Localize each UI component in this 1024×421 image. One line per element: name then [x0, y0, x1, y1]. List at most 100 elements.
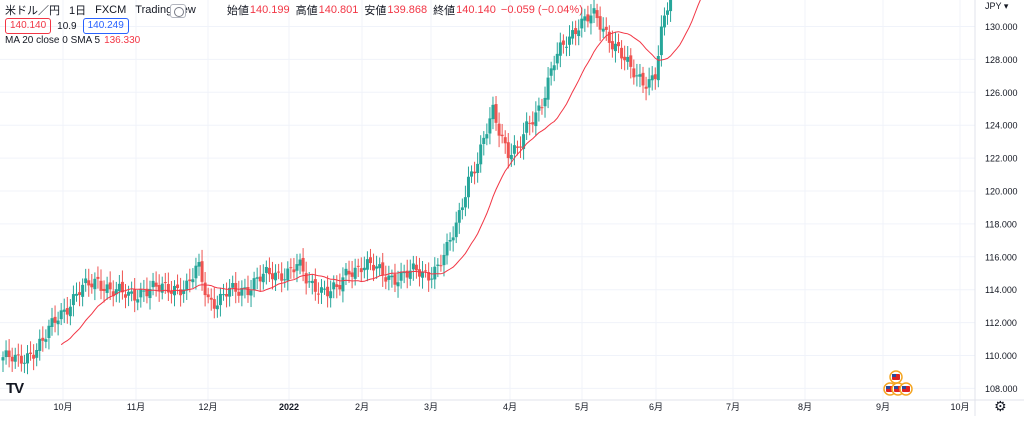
ohlc-low-value: 139.868	[387, 4, 428, 16]
x-tick-label: 11月	[127, 402, 145, 412]
y-tick-label: 108.000	[985, 384, 1018, 394]
candle-body	[353, 267, 357, 279]
candle-body	[237, 291, 241, 296]
candle-body	[485, 134, 489, 139]
candle-body	[117, 283, 121, 292]
y-tick-label: 116.000	[985, 252, 1017, 262]
tradingview-logo-icon[interactable]: TV	[6, 380, 24, 397]
candle-body	[623, 56, 627, 61]
candle-body	[344, 268, 348, 276]
candle-body	[598, 16, 602, 30]
candle-body	[191, 279, 195, 283]
candle-body	[255, 277, 259, 279]
ma-indicator-label[interactable]: MA 20 close 0 SMA 5	[5, 35, 101, 46]
candle-body	[549, 68, 553, 76]
candle-body	[359, 268, 363, 273]
candle-body	[267, 267, 271, 275]
candle-body	[295, 264, 299, 271]
legend-symbol[interactable]: 米ドル／円	[5, 5, 60, 17]
candle-body	[350, 272, 354, 277]
ohlc-open-key: 始値	[226, 5, 249, 17]
ohlc-high-value: 140.801	[318, 4, 359, 16]
candle-body	[433, 266, 437, 280]
candle-body	[543, 97, 547, 107]
legend-source: FXCM	[95, 4, 127, 16]
candle-body	[176, 284, 180, 289]
candle-body	[136, 299, 140, 303]
candle-body	[35, 349, 39, 358]
legend-interval[interactable]: 1日	[69, 5, 87, 17]
candle-body	[283, 279, 287, 281]
candle-body	[421, 271, 425, 278]
candle-body	[384, 277, 388, 282]
y-tick-label: 128.000	[985, 55, 1018, 65]
candle-body	[666, 10, 670, 15]
x-tick-label: 4月	[503, 402, 517, 412]
candle-body	[390, 275, 394, 278]
currency-label[interactable]: JPY ▾	[985, 1, 1009, 11]
candle-body	[151, 280, 155, 288]
candle-body	[650, 75, 654, 81]
candle-body	[620, 47, 624, 59]
candle-body	[188, 279, 192, 282]
candle-body	[466, 176, 470, 198]
candle-body	[571, 30, 575, 39]
candle-body	[102, 288, 106, 291]
x-tick-label: 2月	[355, 402, 369, 412]
candle-body	[47, 325, 51, 339]
candle-body	[408, 270, 412, 279]
candle-body	[145, 288, 149, 297]
candle-body	[580, 18, 584, 29]
candle-body	[647, 79, 651, 88]
candle-body	[32, 354, 36, 359]
hide-legend-button[interactable]	[170, 4, 186, 18]
candle-body	[512, 145, 516, 154]
candle-body	[19, 355, 23, 364]
us-flag-event-icon	[894, 386, 898, 389]
candle-body	[133, 289, 137, 301]
candle-body	[537, 105, 541, 111]
candle-body	[604, 26, 608, 30]
y-tick-label: 110.000	[985, 351, 1017, 361]
candle-body	[610, 41, 614, 50]
candle-body	[316, 293, 320, 295]
gear-icon[interactable]: ⚙	[994, 398, 1007, 414]
candle-body	[613, 43, 617, 52]
candle-body	[540, 107, 544, 109]
candle-body	[258, 276, 262, 282]
candle-body	[632, 68, 636, 78]
candle-body	[500, 134, 504, 137]
legend-symbol-row: 米ドル／円 1日 FXCM TradingView 始値 140.199 高値 …	[5, 2, 583, 18]
buy-button[interactable]: 140.249	[82, 18, 129, 34]
candle-body	[607, 31, 611, 43]
candle-body	[41, 337, 45, 341]
candle-body	[601, 28, 605, 32]
x-tick-label: 9月	[876, 402, 890, 412]
candle-body	[218, 293, 222, 306]
us-flag-event-icon	[902, 386, 906, 389]
candle-body	[323, 288, 327, 290]
candle-body	[356, 265, 360, 267]
candle-body	[365, 259, 369, 270]
candle-body	[301, 257, 305, 272]
candle-body	[93, 278, 97, 290]
candle-body	[56, 320, 60, 325]
candle-body	[252, 278, 256, 290]
sell-button[interactable]: 140.140	[5, 18, 52, 34]
candle-body	[460, 207, 464, 211]
candle-body	[635, 75, 639, 77]
candle-body	[583, 16, 587, 21]
candle-body	[509, 154, 513, 160]
indicator-row[interactable]: MA 20 close 0 SMA 5 136.330	[5, 35, 140, 46]
candle-body	[555, 53, 559, 64]
candle-body	[62, 309, 66, 312]
candle-body	[84, 278, 88, 284]
candle-body	[442, 254, 446, 266]
candle-body	[368, 257, 372, 264]
ohlc-low-key: 安値	[364, 5, 387, 17]
candle-body	[534, 112, 538, 127]
candle-body	[157, 285, 161, 292]
candle-body	[445, 242, 449, 256]
